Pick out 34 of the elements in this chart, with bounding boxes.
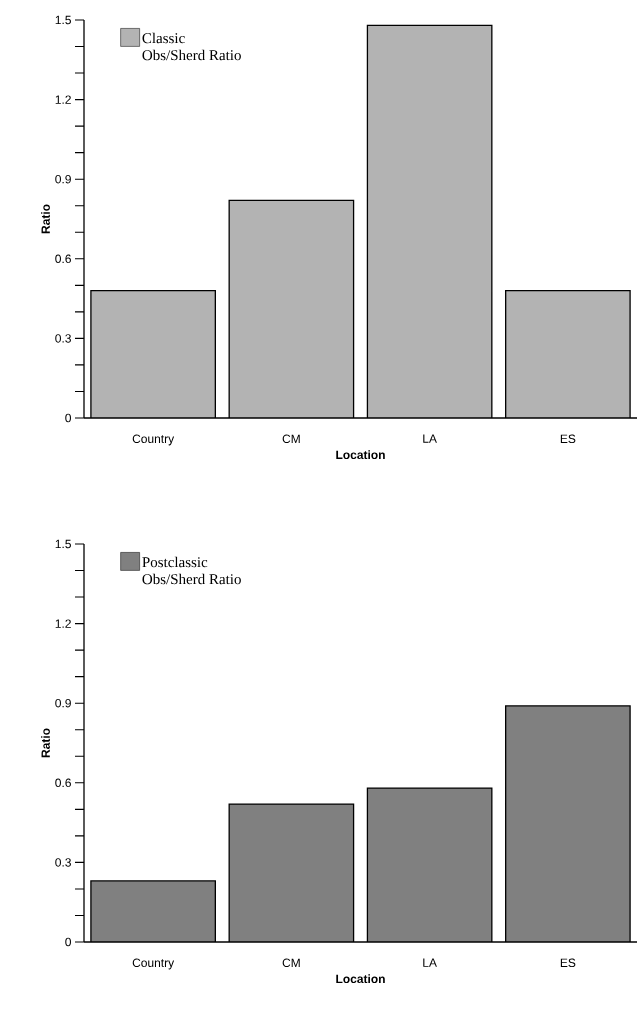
y-tick-label: 1.2: [55, 619, 71, 628]
x-tick-label: LA: [423, 434, 437, 443]
x-axis-title: Location: [336, 450, 385, 460]
y-tick-label: 1.5: [55, 15, 71, 25]
y-tick-label: 0: [65, 413, 71, 423]
x-tick-label: Country: [132, 958, 175, 970]
y-tick-label: 1.5: [55, 539, 71, 549]
bar: [90, 880, 216, 942]
bar: [229, 200, 354, 418]
bar: [367, 25, 492, 418]
bar: [505, 289, 631, 418]
y-tick-label: 0.9: [55, 174, 71, 184]
y-axis-title: Ratio: [41, 728, 50, 758]
x-tick-label: ES: [560, 958, 576, 968]
y-axis-title: Ratio: [41, 204, 50, 234]
x-tick-label: LA: [423, 958, 437, 967]
y-tick-label: 0.6: [55, 778, 71, 788]
x-tick-label: CM: [282, 434, 300, 444]
y-tick-label: 0: [65, 937, 71, 947]
x-tick-label: Country: [132, 434, 175, 446]
legend-label: Postclassic Obs/Sherd Ratio: [142, 556, 241, 585]
y-tick-label: 0.6: [55, 254, 71, 264]
y-tick-label: 0.3: [55, 334, 71, 343]
bar: [229, 804, 354, 942]
x-axis-title: Location: [336, 974, 385, 984]
x-tick-label: CM: [282, 958, 300, 968]
y-tick-label: 1.2: [55, 95, 71, 104]
bar: [505, 705, 631, 942]
y-tick-label: 0.9: [55, 698, 71, 708]
bar: [367, 788, 492, 942]
legend-label: Classic Obs/Sherd Ratio: [142, 32, 241, 61]
x-tick-label: ES: [560, 434, 576, 444]
bar: [90, 290, 216, 418]
y-tick-label: 0.3: [55, 858, 71, 867]
